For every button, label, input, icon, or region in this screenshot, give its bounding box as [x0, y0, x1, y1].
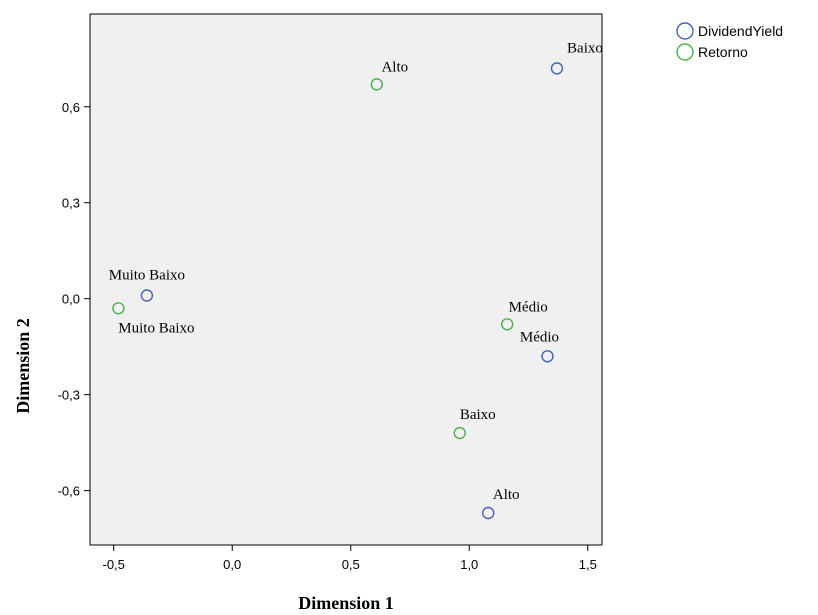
x-axis-title: Dimension 1: [298, 593, 394, 613]
point-label: Alto: [493, 487, 520, 503]
data-point: [550, 62, 564, 75]
data-points: Baixo Muito Baixo Médio Alto Alto Muito Baixo…: [109, 40, 603, 520]
x-tick-label: 1,0: [460, 557, 478, 572]
axis-ticks: -0,5 0,0 0,5 1,0 1,5 -0,6 -0,3 0,0 0,3 0,6: [58, 100, 597, 572]
point-label: Médio: [520, 329, 559, 345]
data-point: [140, 289, 154, 302]
legend: DividendYield Retorno: [676, 22, 783, 61]
data-point: [453, 426, 466, 440]
plot-area: [89, 13, 603, 546]
y-tick-label: -0,3: [58, 388, 80, 403]
legend-label: Retorno: [698, 44, 748, 60]
legend-marker: [676, 22, 694, 40]
data-point: [541, 350, 554, 363]
point-label: Baixo: [567, 40, 603, 56]
legend-label: DividendYield: [698, 23, 783, 39]
legend-marker: [676, 43, 694, 61]
y-tick-label: -0,6: [58, 484, 80, 499]
data-point: [370, 78, 384, 91]
point-label: Muito Baixo: [109, 267, 185, 283]
y-axis-title: Dimension 2: [13, 318, 33, 414]
x-tick-label: -0,5: [103, 557, 125, 572]
data-point: [500, 318, 514, 331]
data-point: [112, 302, 125, 315]
point-label: Alto: [381, 59, 408, 75]
y-tick-label: 0,0: [62, 292, 80, 307]
y-tick-label: 0,6: [62, 100, 80, 115]
data-point: [482, 506, 495, 520]
point-label: Médio: [509, 299, 548, 315]
point-label: Muito Baixo: [118, 320, 194, 336]
x-tick-label: 1,5: [579, 557, 597, 572]
x-tick-label: 0,0: [223, 557, 241, 572]
point-label: Baixo: [460, 407, 496, 423]
x-tick-label: 0,5: [342, 557, 360, 572]
y-tick-label: 0,3: [62, 196, 80, 211]
